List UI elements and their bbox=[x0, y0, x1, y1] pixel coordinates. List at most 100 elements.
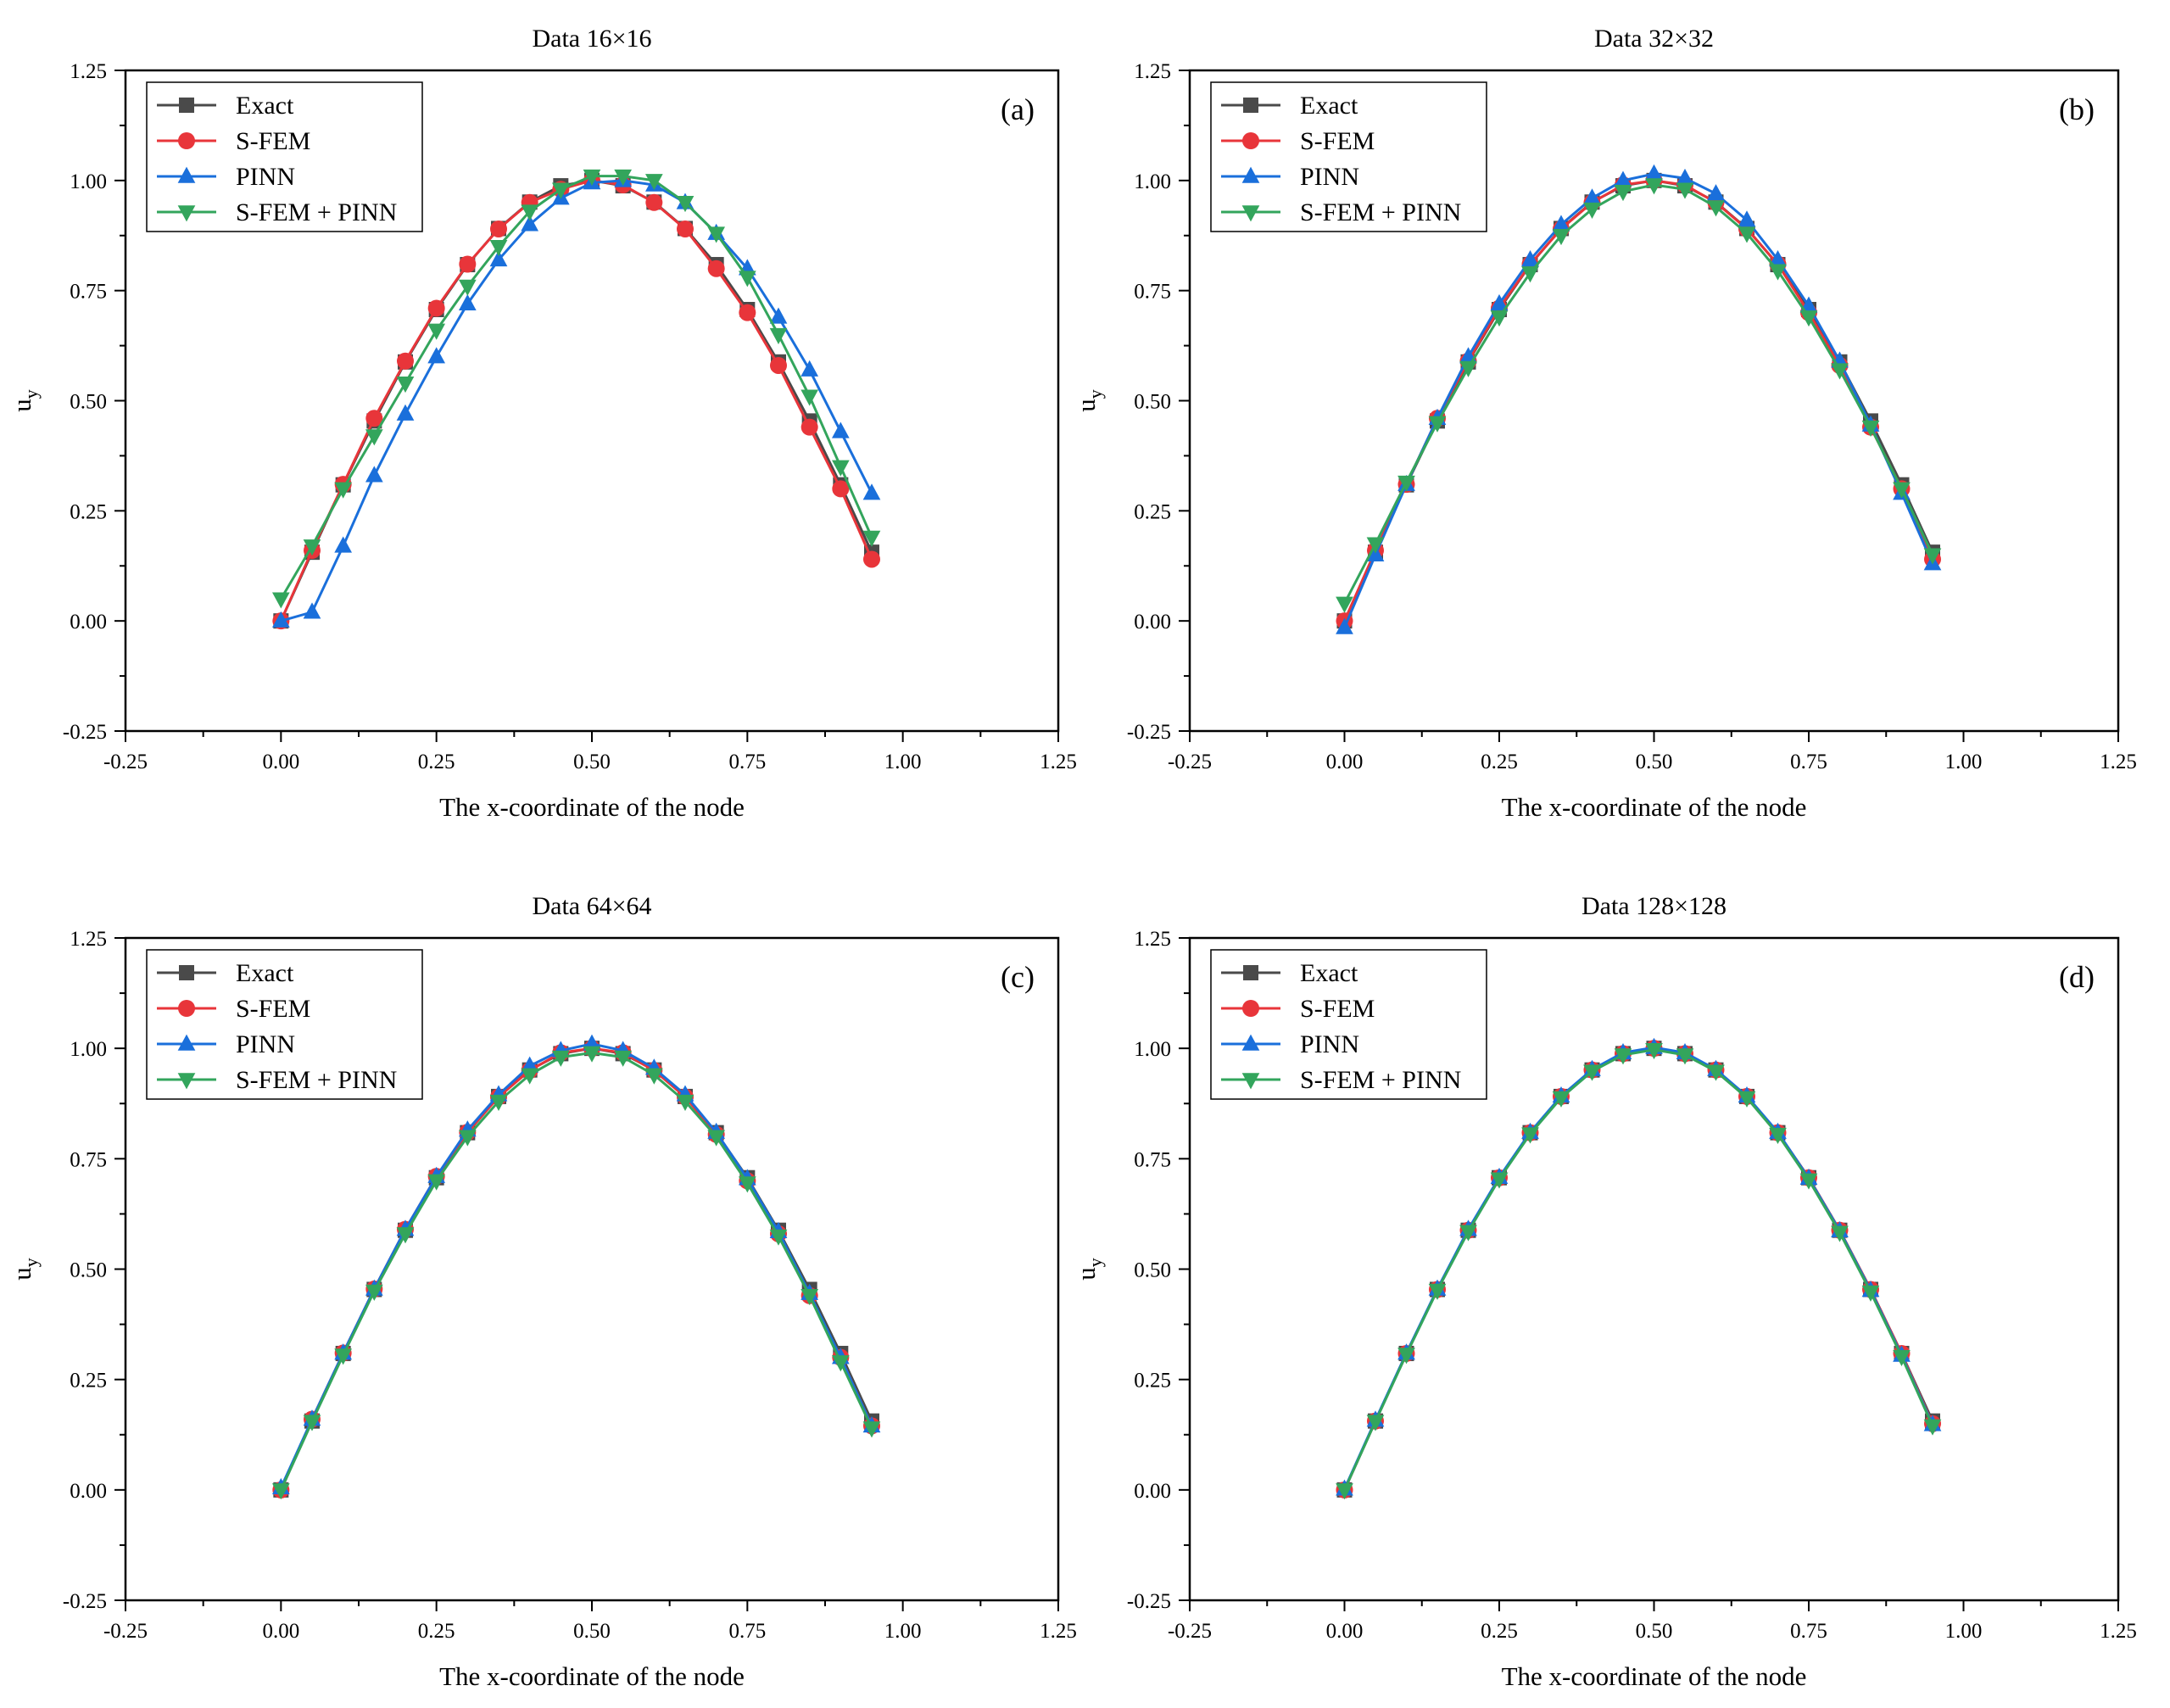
x-tick-label: 1.00 bbox=[884, 1620, 922, 1643]
legend-marker bbox=[1241, 166, 1260, 183]
x-tick-label: 0.75 bbox=[728, 751, 766, 773]
series-pinn bbox=[271, 170, 881, 628]
y-tick-label: 0.00 bbox=[70, 1480, 107, 1503]
data-point bbox=[1521, 266, 1539, 283]
legend-label: S-FEM + PINN bbox=[1300, 198, 1461, 226]
legend-marker bbox=[1243, 98, 1258, 113]
data-point bbox=[1676, 1048, 1694, 1065]
data-point bbox=[1552, 1091, 1570, 1108]
x-tick-label: 0.25 bbox=[418, 1620, 455, 1643]
x-axis-label: The x-coordinate of the node bbox=[439, 792, 745, 822]
data-point bbox=[459, 255, 477, 273]
data-point bbox=[365, 429, 383, 446]
data-point bbox=[831, 1355, 850, 1372]
y-tick-label: 1.00 bbox=[1134, 170, 1171, 193]
data-point bbox=[334, 482, 353, 499]
data-point bbox=[644, 1068, 663, 1085]
data-point bbox=[614, 1050, 633, 1067]
legend-marker bbox=[177, 166, 196, 183]
data-point bbox=[334, 1348, 353, 1365]
legend-marker bbox=[177, 1034, 196, 1051]
data-point bbox=[832, 480, 850, 498]
y-tick-label: 0.00 bbox=[70, 611, 107, 634]
series-exact bbox=[1336, 172, 1940, 629]
data-point bbox=[1552, 228, 1570, 246]
series-pinn bbox=[1336, 1037, 1942, 1496]
chart-panel-d: Data 128×128 -0.25 0.00 0.25 0.50 0.75 1.00 1.2… bbox=[1071, 892, 2137, 1691]
data-point bbox=[1583, 202, 1601, 219]
legend: Exact S-FEM PINN S-FEM + PINN bbox=[1210, 949, 1487, 1100]
data-point bbox=[1738, 226, 1756, 243]
data-point bbox=[707, 1130, 726, 1147]
data-point bbox=[645, 193, 663, 211]
data-point bbox=[334, 536, 353, 553]
data-point bbox=[583, 1046, 601, 1063]
x-tick-label: 1.25 bbox=[2100, 1620, 2137, 1643]
data-point bbox=[1893, 482, 1911, 499]
data-point bbox=[1799, 1173, 1818, 1190]
data-point bbox=[1614, 185, 1632, 202]
data-point bbox=[397, 352, 414, 370]
data-point bbox=[1583, 188, 1601, 205]
data-point bbox=[801, 360, 819, 377]
series-line bbox=[1343, 179, 1934, 622]
data-point bbox=[303, 602, 321, 619]
data-point bbox=[271, 592, 290, 609]
legend-marker bbox=[1242, 1000, 1259, 1017]
x-tick-label: 1.25 bbox=[2100, 751, 2137, 773]
data-point bbox=[1366, 537, 1385, 554]
data-point bbox=[458, 293, 477, 311]
data-point bbox=[739, 304, 756, 321]
data-point bbox=[707, 226, 726, 243]
y-tick-label: -0.25 bbox=[1127, 721, 1171, 744]
data-point bbox=[551, 182, 570, 199]
data-point bbox=[1831, 1225, 1849, 1242]
x-tick-label: 0.00 bbox=[1326, 751, 1364, 773]
series-s-fem-pinn bbox=[1336, 1042, 1942, 1500]
data-point bbox=[489, 249, 508, 267]
legend: Exact S-FEM PINN S-FEM + PINN bbox=[1210, 81, 1487, 232]
data-point bbox=[521, 1068, 539, 1085]
x-tick-label: 0.25 bbox=[418, 751, 455, 773]
y-axis-label: uy bbox=[7, 389, 42, 412]
series-s-fem bbox=[272, 171, 880, 630]
series-line bbox=[1343, 1047, 1934, 1491]
x-axis-label: The x-coordinate of the node bbox=[1502, 792, 1807, 822]
y-tick-label: 0.50 bbox=[1134, 1259, 1171, 1282]
data-point bbox=[489, 239, 508, 257]
x-axis-label: The x-coordinate of the node bbox=[439, 1661, 745, 1691]
series-line bbox=[279, 1047, 873, 1491]
data-point bbox=[862, 530, 881, 547]
data-point bbox=[770, 356, 787, 374]
series-exact bbox=[273, 172, 879, 629]
data-point bbox=[1490, 1172, 1509, 1189]
y-tick-label: -0.25 bbox=[1127, 1590, 1171, 1613]
data-point bbox=[1490, 310, 1509, 327]
x-tick-label: 0.50 bbox=[1636, 751, 1673, 773]
y-tick-label: 0.75 bbox=[70, 1148, 107, 1171]
data-point bbox=[1707, 1064, 1725, 1081]
y-tick-label: 0.75 bbox=[1134, 1148, 1171, 1171]
y-tick-label: 0.00 bbox=[1134, 611, 1171, 634]
legend-marker bbox=[1243, 965, 1258, 980]
data-point bbox=[644, 174, 663, 191]
data-point bbox=[551, 1050, 570, 1067]
chart-panel-b: Data 32×32 -0.25 0.00 0.25 0.50 0.75 1.00 1.25 -… bbox=[1071, 25, 2137, 822]
legend-marker bbox=[177, 205, 196, 222]
series-line bbox=[1343, 1048, 1934, 1491]
x-tick-label: 0.75 bbox=[1790, 751, 1827, 773]
data-point bbox=[1645, 1042, 1663, 1060]
legend-label: PINN bbox=[1300, 1030, 1359, 1058]
y-tick-label: 1.25 bbox=[1134, 60, 1171, 83]
legend-label: Exact bbox=[236, 92, 294, 120]
data-point bbox=[614, 169, 633, 186]
series-line bbox=[1343, 179, 1934, 622]
data-point bbox=[676, 1094, 695, 1111]
data-point bbox=[427, 299, 445, 317]
data-point bbox=[1336, 596, 1353, 613]
data-point bbox=[1738, 210, 1756, 227]
data-point bbox=[1397, 475, 1415, 492]
data-point bbox=[365, 1284, 383, 1301]
data-point bbox=[831, 460, 850, 477]
